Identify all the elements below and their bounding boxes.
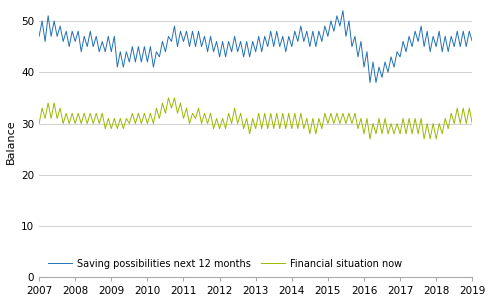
Saving possibilities next 12 months xyxy=(325,34,331,38)
Financial situation now xyxy=(325,122,331,125)
Saving possibilities next 12 months xyxy=(106,34,111,38)
Saving possibilities next 12 months xyxy=(370,60,376,64)
Saving possibilities next 12 months xyxy=(403,50,409,53)
Line: Financial situation now: Financial situation now xyxy=(39,88,491,139)
Saving possibilities next 12 months xyxy=(367,81,373,84)
Legend: Saving possibilities next 12 months, Financial situation now: Saving possibilities next 12 months, Fin… xyxy=(44,255,406,273)
Line: Saving possibilities next 12 months: Saving possibilities next 12 months xyxy=(39,11,491,82)
Saving possibilities next 12 months xyxy=(274,29,280,33)
Financial situation now xyxy=(400,117,406,120)
Financial situation now xyxy=(268,111,273,115)
Saving possibilities next 12 months xyxy=(340,9,346,12)
Saving possibilities next 12 months xyxy=(268,29,273,33)
Financial situation now xyxy=(364,117,370,120)
Saving possibilities next 12 months xyxy=(36,34,42,38)
Financial situation now xyxy=(106,117,111,120)
Financial situation now xyxy=(274,111,280,115)
Financial situation now xyxy=(36,122,42,125)
Financial situation now xyxy=(367,137,373,141)
Y-axis label: Balance: Balance xyxy=(5,119,16,164)
